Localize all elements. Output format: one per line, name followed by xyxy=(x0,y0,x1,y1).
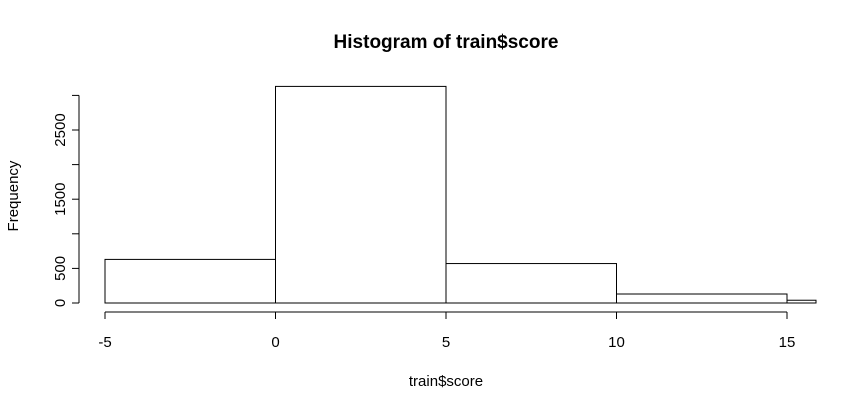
x-axis-title: train$score xyxy=(409,373,483,390)
x-tick-label: 15 xyxy=(779,334,796,351)
x-tick-label: -5 xyxy=(98,334,111,351)
x-tick-label: 0 xyxy=(271,334,279,351)
histogram-bar-4 xyxy=(786,299,817,304)
y-tick-label: 500 xyxy=(52,256,69,281)
histogram-bar-3 xyxy=(616,293,788,304)
y-tick-label: 1500 xyxy=(52,183,69,216)
histogram-bar-1 xyxy=(275,85,447,304)
y-axis: 0 500 1500 2500 xyxy=(52,94,80,307)
x-tick-label: 5 xyxy=(442,334,450,351)
histogram-bar-2 xyxy=(445,263,617,304)
y-axis-title: Frequency xyxy=(5,160,22,231)
x-axis: -5 0 5 10 15 xyxy=(98,311,796,351)
histogram-bar-0 xyxy=(104,258,276,304)
y-tick-label: 2500 xyxy=(52,113,69,146)
bars-group xyxy=(104,85,817,304)
y-tick-label: 0 xyxy=(52,299,69,307)
chart-title: Histogram of train$score xyxy=(334,32,559,53)
x-tick-label: 10 xyxy=(608,334,625,351)
